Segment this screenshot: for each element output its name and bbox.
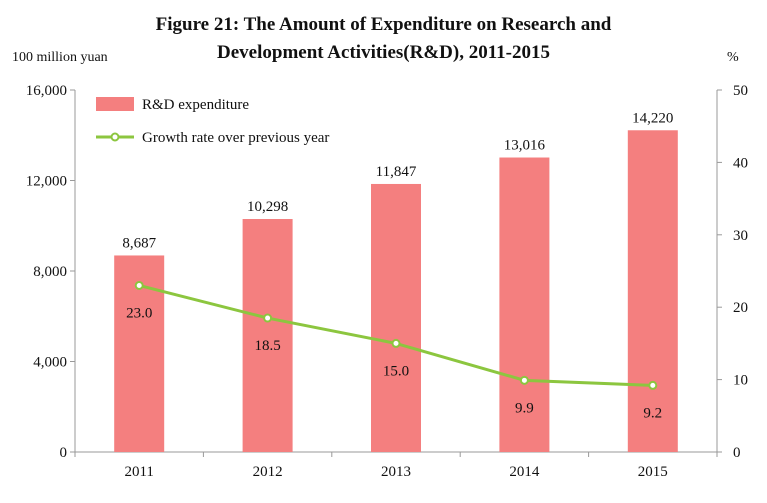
bar-rd-expenditure bbox=[242, 219, 293, 452]
x-axis-tick-label: 2015 bbox=[638, 464, 668, 480]
right-axis-tick-label: 30 bbox=[733, 228, 748, 244]
right-axis-tick-label: 40 bbox=[733, 155, 748, 171]
growth-rate-label: 15.0 bbox=[383, 363, 409, 379]
bar-value-label: 14,220 bbox=[632, 110, 673, 126]
bar-rd-expenditure bbox=[371, 183, 421, 453]
bar-value-label: 10,298 bbox=[247, 199, 288, 215]
left-axis-tick-label: 12,000 bbox=[26, 174, 67, 190]
right-axis-tick-label: 20 bbox=[733, 300, 748, 316]
bar-value-label: 8,687 bbox=[122, 235, 156, 251]
right-axis-tick-label: 50 bbox=[733, 83, 748, 99]
chart-title-line2: Development Activities(R&D), 2011-2015 bbox=[217, 42, 550, 63]
bar-rd-expenditure bbox=[499, 157, 550, 452]
legend-bar-swatch bbox=[96, 97, 134, 111]
growth-rate-label: 18.5 bbox=[254, 338, 280, 354]
left-axis-tick-label: 4,000 bbox=[33, 355, 67, 371]
x-axis-tick-label: 2012 bbox=[253, 464, 283, 480]
right-axis-unit: % bbox=[727, 50, 739, 65]
legend-bar-label: R&D expenditure bbox=[142, 97, 249, 113]
growth-rate-point bbox=[519, 375, 529, 385]
growth-rate-point bbox=[263, 313, 273, 323]
growth-rate-point bbox=[134, 280, 144, 290]
left-axis-unit: 100 million yuan bbox=[12, 50, 108, 65]
growth-rate-label: 9.2 bbox=[643, 405, 662, 421]
legend-line-label: Growth rate over previous year bbox=[142, 130, 329, 146]
x-axis-tick-label: 2011 bbox=[124, 464, 153, 480]
left-axis-tick-label: 0 bbox=[60, 445, 68, 461]
bar-rd-expenditure bbox=[627, 130, 678, 452]
x-axis-tick-label: 2013 bbox=[381, 464, 411, 480]
right-axis-tick-label: 10 bbox=[733, 373, 748, 389]
bar-value-label: 11,847 bbox=[376, 164, 417, 180]
growth-rate-label: 23.0 bbox=[126, 305, 152, 321]
growth-rate-label: 9.9 bbox=[515, 400, 534, 416]
chart-title-line1: Figure 21: The Amount of Expenditure on … bbox=[155, 14, 612, 35]
x-axis-tick-label: 2014 bbox=[509, 464, 540, 480]
bar-value-label: 13,016 bbox=[504, 138, 546, 154]
right-axis-tick-label: 0 bbox=[733, 445, 741, 461]
left-axis-tick-label: 16,000 bbox=[26, 83, 67, 99]
legend-line-marker bbox=[110, 132, 120, 142]
growth-rate-point bbox=[391, 338, 401, 348]
growth-rate-point bbox=[648, 380, 658, 390]
left-axis-tick-label: 8,000 bbox=[33, 264, 67, 280]
